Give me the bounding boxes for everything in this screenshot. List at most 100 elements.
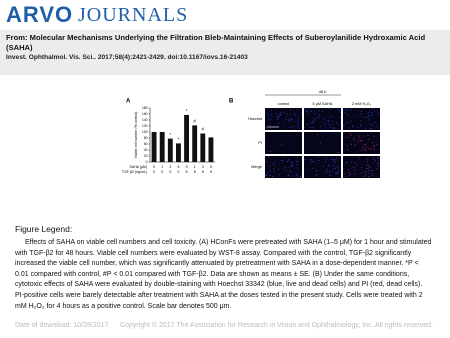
cell-dot <box>334 160 336 162</box>
cell-dot <box>366 160 368 162</box>
cell-dot <box>347 149 348 151</box>
cell-dot <box>297 117 299 119</box>
tgf-value: 0 <box>161 170 163 174</box>
cell-dot <box>336 157 338 159</box>
cell-dot <box>360 125 362 127</box>
cell-dot <box>376 109 378 111</box>
cell-dot <box>357 141 359 143</box>
cell-dot <box>280 112 282 114</box>
cell-dot <box>306 168 308 170</box>
cell-dot <box>269 124 271 126</box>
cell-dot <box>335 161 337 163</box>
cell-dot <box>297 109 299 111</box>
cell-dot <box>330 159 332 161</box>
cell-dot <box>350 143 352 145</box>
cell-dot <box>350 121 352 123</box>
cell-dot <box>311 120 313 122</box>
cell-dot <box>367 114 369 116</box>
cell-dot <box>274 171 276 173</box>
cell-dot <box>371 108 373 110</box>
cell-dot <box>367 164 369 166</box>
cell-dot <box>279 114 281 116</box>
cell-dot <box>373 109 375 111</box>
cell-dot <box>353 167 355 168</box>
cell-dot <box>370 170 372 171</box>
figure: A Viable cell number (% control) 0 20 40 60 80… <box>122 89 380 178</box>
saha-value: 1 <box>161 165 163 169</box>
cell-dot <box>300 175 302 177</box>
cell-dot <box>288 120 289 121</box>
cell-dot <box>329 174 331 176</box>
cell-dot <box>286 115 287 117</box>
cell-dot <box>331 115 332 117</box>
cell-dot <box>288 159 290 161</box>
cell-dot <box>361 140 363 142</box>
micrograph <box>343 108 380 130</box>
cell-dot <box>359 173 361 175</box>
cell-dot <box>292 175 294 177</box>
cell-dot <box>281 144 283 146</box>
cell-dot <box>318 116 320 118</box>
bar <box>176 143 181 162</box>
cell-dot <box>290 170 291 172</box>
significance-marker: # <box>193 119 196 124</box>
cell-dot <box>335 167 336 169</box>
tgf-value: 5 <box>186 170 188 174</box>
cell-dot <box>296 174 298 176</box>
cell-dot <box>274 161 276 162</box>
cell-dot <box>300 176 301 178</box>
cell-dot <box>370 173 372 175</box>
cell-dot <box>277 123 278 125</box>
legend-text: Effects of SAHA on viable cell numbers a… <box>15 239 432 310</box>
footer-date: Date of download: 10/28/2017 <box>15 322 109 329</box>
bar <box>208 137 214 162</box>
logo-suffix: JOURNALS <box>78 4 189 26</box>
cell-dot <box>338 124 340 126</box>
cell-dot <box>287 135 289 137</box>
cell-dot <box>374 145 376 147</box>
cell-dot <box>272 167 274 169</box>
cell-dot <box>317 134 318 136</box>
footer-copyright: Copyright © 2017 The Association for Res… <box>120 322 433 329</box>
cell-dot <box>360 140 362 141</box>
cell-dot <box>314 121 315 123</box>
cell-dot <box>343 125 345 127</box>
cell-dot <box>289 121 291 123</box>
cell-dot <box>278 174 280 176</box>
cell-dot <box>285 118 287 120</box>
legend-heading: Figure Legend: <box>15 224 73 234</box>
cell-dot <box>359 119 361 121</box>
cell-dot <box>358 136 360 138</box>
cell-dot <box>371 149 373 151</box>
cell-dot <box>374 159 376 161</box>
cell-dot <box>364 144 366 146</box>
row-label: PI <box>258 141 262 145</box>
cell-dot <box>376 125 378 127</box>
cell-dot <box>310 158 312 160</box>
cell-dot <box>296 157 298 159</box>
cell-dot <box>269 118 271 120</box>
cell-dot <box>287 118 289 120</box>
tgf-value: 5 <box>194 170 196 174</box>
tgf-value: 0 <box>177 170 179 174</box>
logo: ARVO <box>6 2 74 27</box>
cell-dot <box>291 163 293 165</box>
cell-dot <box>376 143 378 145</box>
cell-dot <box>373 148 375 150</box>
cell-dot <box>275 112 277 114</box>
cell-dot <box>326 156 328 158</box>
cell-dot <box>265 126 267 128</box>
cell-dot <box>297 126 299 128</box>
cell-dot <box>367 167 369 169</box>
saha-value: 0 <box>186 165 188 169</box>
cell-dot <box>298 119 300 121</box>
cell-dot <box>316 170 318 172</box>
cell-dot <box>344 173 346 175</box>
cell-dot <box>310 110 312 112</box>
cell-dot <box>304 159 306 161</box>
cell-dot <box>333 126 335 128</box>
cell-dot <box>296 167 298 169</box>
cell-dot <box>362 147 364 149</box>
cell-dot <box>316 174 318 176</box>
